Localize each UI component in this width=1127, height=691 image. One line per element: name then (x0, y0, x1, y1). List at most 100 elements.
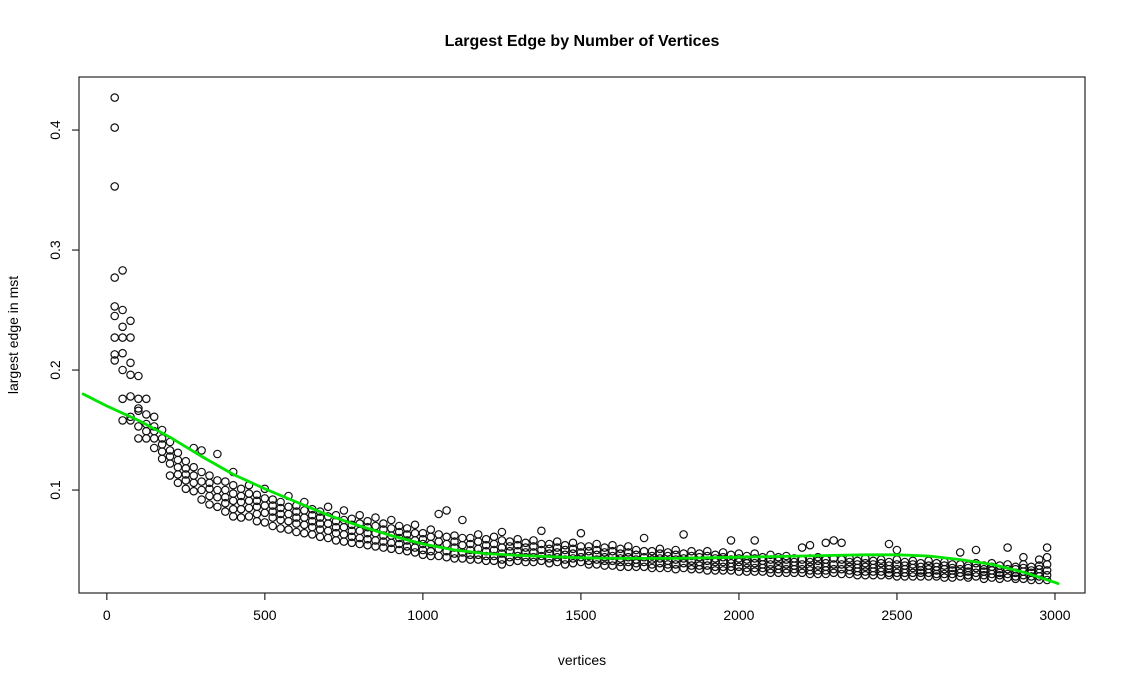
scatter-point (173, 455, 183, 465)
scatter-point (458, 533, 467, 543)
x-tick-label: 500 (253, 607, 277, 623)
scatter-point (552, 543, 562, 552)
scatter-point (1003, 543, 1012, 552)
scatter-point (497, 527, 507, 537)
scatter-point (434, 537, 444, 546)
scatter-point (955, 572, 965, 581)
scatter-point (734, 567, 744, 576)
scatter-point (276, 524, 285, 533)
scatter-point (979, 574, 989, 584)
scatter-point (410, 528, 420, 538)
scatter-point (568, 558, 578, 568)
scatter-point (766, 560, 775, 569)
scatter-point (197, 446, 206, 455)
scatter-point (189, 478, 199, 488)
scatter-point (197, 477, 206, 486)
scatter-point (1011, 572, 1020, 581)
scatter-point (426, 525, 436, 534)
scatter-point (244, 489, 254, 498)
scatter-point (347, 532, 357, 542)
scatter-point (584, 546, 594, 556)
scatter-point (371, 513, 380, 522)
scatter-point (268, 521, 278, 531)
scatter-point (1042, 543, 1052, 552)
scatter-point (924, 568, 933, 578)
scatter-point (189, 486, 199, 496)
scatter-point (489, 551, 499, 561)
scatter-point (379, 519, 388, 528)
scatter-point (987, 573, 997, 582)
scatter-point (157, 454, 167, 464)
scatter-point (734, 562, 744, 572)
scatter-point (497, 543, 507, 552)
scatter-point (489, 532, 499, 542)
scatter-point (568, 544, 578, 554)
scatter-point (426, 532, 436, 542)
scatter-point (465, 533, 475, 543)
trend-curve (81, 392, 1060, 585)
scatter-point (181, 484, 191, 494)
scatter-point (181, 476, 191, 485)
scatter-point (544, 544, 554, 554)
scatter-point (766, 550, 775, 560)
scatter-point (213, 485, 222, 495)
scatter-point (797, 568, 807, 578)
scatter-point (932, 572, 941, 581)
scatter-point (552, 557, 562, 567)
scatter-point (189, 471, 199, 480)
scatter-point (521, 538, 530, 548)
plot-box (78, 76, 1086, 594)
scatter-point (442, 506, 451, 515)
scatter-point (386, 538, 396, 548)
scatter-point (363, 540, 372, 550)
scatter-point (513, 556, 523, 566)
scatter-point (1027, 562, 1036, 572)
scatter-point (521, 543, 530, 552)
scatter-point (979, 570, 989, 580)
scatter-point (505, 557, 515, 567)
scatter-point (434, 509, 444, 519)
scatter-point (197, 485, 206, 495)
scatter-point (299, 528, 309, 538)
scatter-point (110, 333, 120, 342)
scatter-point (252, 490, 262, 500)
scatter-point (213, 492, 222, 502)
scatter-point (244, 512, 254, 521)
x-tick-label: 1000 (407, 607, 438, 623)
scatter-point (252, 496, 262, 506)
scatter-point (205, 500, 214, 509)
scatter-point (173, 448, 183, 458)
scatter-point (600, 548, 609, 557)
scatter-point (608, 561, 617, 570)
scatter-point (450, 537, 459, 546)
scatter-point (655, 544, 665, 554)
scatter-point (458, 540, 467, 550)
scatter-point (623, 548, 633, 557)
scatter-point (221, 492, 230, 502)
scatter-point (916, 566, 926, 575)
scatter-point (260, 508, 270, 518)
scatter-point (442, 552, 451, 562)
scatter-point (679, 563, 688, 573)
scatter-point (481, 540, 491, 550)
scatter-point (702, 561, 712, 570)
scatter-point (363, 516, 372, 526)
scatter-point (845, 566, 854, 575)
scatter-point (339, 506, 349, 515)
scatter-point (568, 538, 578, 548)
scatter-point (947, 573, 957, 582)
scatter-point (197, 467, 206, 477)
scatter-point (829, 536, 839, 545)
scatter-point (142, 434, 151, 443)
scatter-point (647, 546, 657, 556)
scatter-point (971, 568, 981, 578)
scatter-point (284, 516, 293, 526)
scatter-point (355, 539, 365, 549)
scatter-point (434, 530, 444, 539)
scatter-point (481, 556, 491, 566)
scatter-point (623, 562, 633, 572)
scatter-point (292, 527, 301, 537)
scatter-point (963, 567, 973, 576)
scatter-point (221, 498, 230, 508)
scatter-point (402, 530, 412, 539)
